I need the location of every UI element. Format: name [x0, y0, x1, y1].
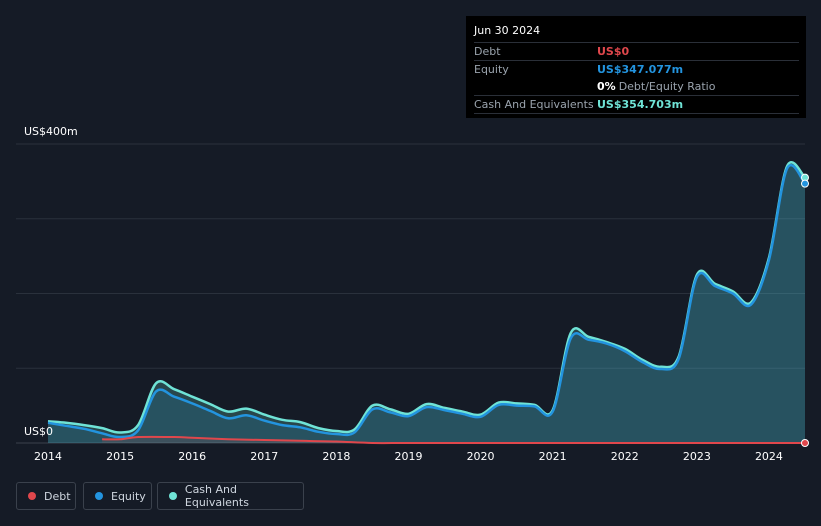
debt-area	[102, 436, 806, 444]
x-tick-2014: 2014	[34, 450, 62, 463]
tooltip-equity-row: Equity US$347.077m	[474, 61, 799, 78]
x-tick-2022: 2022	[611, 450, 639, 463]
tooltip-ratio-label: Debt/Equity Ratio	[618, 80, 716, 93]
legend-item-cash[interactable]: Cash And Equivalents	[157, 482, 304, 510]
x-tick-2018: 2018	[322, 450, 350, 463]
debt-line	[102, 435, 805, 445]
tooltip-debt-value: US$0	[597, 45, 630, 58]
chart-end-markers	[801, 173, 809, 447]
y-axis-top-label: US$400m	[24, 125, 78, 138]
legend-label-equity: Equity	[111, 489, 146, 503]
equity-legend-dot-icon	[95, 492, 103, 500]
legend-label-debt: Debt	[44, 489, 71, 503]
legend-label-cash: Cash And Equivalents	[184, 483, 249, 509]
tooltip-cash-label: Cash And Equivalents	[474, 98, 594, 111]
equity-area	[48, 165, 805, 443]
data-tooltip: Jun 30 2024 Debt US$0 Equity US$347.077m…	[466, 16, 806, 118]
chart-lines	[47, 161, 806, 445]
tooltip-cash-row: Cash And Equivalents US$354.703m	[474, 96, 799, 114]
x-tick-2016: 2016	[178, 450, 206, 463]
cash-and-equivalents-area	[48, 162, 805, 443]
legend-item-equity[interactable]: Equity	[83, 482, 152, 510]
equity-end-marker	[801, 179, 809, 188]
tooltip-debt-label: Debt	[474, 45, 501, 58]
x-tick-2023: 2023	[683, 450, 711, 463]
y-axis-bottom-label: US$0	[24, 425, 53, 438]
tooltip-ratio-value: 0%	[597, 80, 616, 93]
tooltip-equity-label: Equity	[474, 63, 509, 76]
cash-legend-dot-icon	[169, 492, 177, 500]
tooltip-debt-row: Debt US$0	[474, 43, 799, 61]
x-tick-2021: 2021	[539, 450, 567, 463]
x-tick-2019: 2019	[394, 450, 422, 463]
debt-end-marker	[801, 439, 809, 447]
tooltip-cash-value: US$354.703m	[597, 98, 684, 111]
legend-item-debt[interactable]: Debt	[16, 482, 76, 510]
x-tick-2015: 2015	[106, 450, 134, 463]
x-tick-2024: 2024	[755, 450, 783, 463]
tooltip-ratio-row: 0% Debt/Equity Ratio	[474, 78, 799, 96]
equity-line	[47, 164, 806, 439]
tooltip-date: Jun 30 2024	[474, 24, 799, 43]
x-axis-ticks: 2014 2015 2016 2017 2018 2019 2020 2021 2022 2023…	[34, 450, 783, 463]
x-tick-2017: 2017	[250, 450, 278, 463]
tooltip-equity-value: US$347.077m	[597, 63, 684, 76]
debt-legend-dot-icon	[28, 492, 36, 500]
x-tick-2020: 2020	[467, 450, 495, 463]
chart-areas	[48, 162, 806, 444]
